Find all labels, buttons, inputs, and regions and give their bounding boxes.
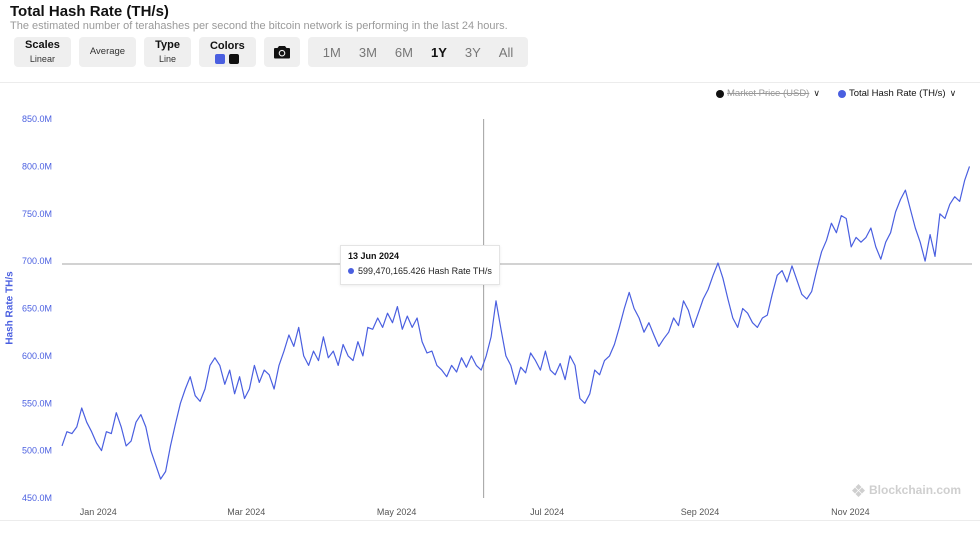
type-value: Line [159, 54, 177, 64]
tooltip-row: 599,470,165.426 Hash Rate TH/s [348, 266, 492, 276]
watermark-text: Blockchain.com [869, 483, 962, 497]
scales-button[interactable]: Scales Linear [14, 37, 71, 67]
scales-label: Scales [25, 39, 60, 51]
range-selector: 1M 3M 6M 1Y 3Y All [307, 37, 529, 67]
header-divider [0, 82, 980, 83]
legend-dot-hash-rate [837, 89, 846, 98]
page-subtitle: The estimated number of terahashes per s… [10, 20, 508, 32]
legend-item-hash-rate[interactable]: Total Hash Rate (TH/s) ∨ [837, 88, 957, 99]
x-tick-label: May 2024 [377, 507, 417, 517]
legend-label-hash-rate: Total Hash Rate (TH/s) [848, 88, 946, 99]
average-button[interactable]: Average [78, 37, 137, 67]
tooltip-series-dot [348, 268, 354, 274]
page-title: Total Hash Rate (TH/s) [10, 3, 169, 20]
chevron-down-icon[interactable]: ∨ [949, 88, 957, 98]
average-label: Average [89, 46, 126, 57]
type-button[interactable]: Type Line [144, 37, 191, 67]
legend-label-market-price: Market Price (USD) [727, 88, 810, 99]
y-tick-label: 800.0M [22, 161, 52, 171]
chevron-down-icon[interactable]: ∨ [813, 88, 820, 98]
color-swatches [215, 54, 240, 64]
type-label: Type [155, 39, 180, 51]
colors-button[interactable]: Colors [198, 37, 256, 67]
range-button-1m[interactable]: 1M [322, 44, 341, 60]
legend-dot-market-price [716, 89, 724, 98]
blockchain-logo-icon [852, 483, 865, 497]
y-tick-label: 650.0M [22, 304, 52, 314]
x-tick-label: Sep 2024 [681, 507, 720, 517]
range-button-1y[interactable]: 1Y [430, 44, 447, 60]
series-line-hash-rate[interactable] [61, 166, 971, 480]
colors-label: Colors [209, 40, 245, 52]
y-tick-label: 600.0M [22, 351, 52, 361]
y-tick-label: 750.0M [22, 209, 52, 219]
tooltip-date: 13 Jun 2024 [348, 251, 400, 261]
screenshot-button[interactable] [263, 37, 300, 67]
chart-tooltip: 13 Jun 2024 599,470,165.426 Hash Rate TH… [340, 245, 500, 285]
x-tick-label: Jul 2024 [530, 507, 564, 517]
toolbar: Scales Linear Average Type Line Colors 1… [14, 37, 529, 67]
x-tick-label: Mar 2024 [227, 507, 265, 517]
footer-divider [0, 520, 980, 521]
x-tick-label: Jan 2024 [80, 507, 117, 517]
y-tick-label: 700.0M [22, 256, 52, 266]
range-button-3m[interactable]: 3M [358, 44, 377, 60]
camera-icon [273, 46, 290, 59]
scales-value: Linear [29, 54, 55, 64]
range-button-3y[interactable]: 3Y [464, 44, 481, 60]
range-button-6m[interactable]: 6M [394, 44, 413, 60]
color-swatch-blue[interactable] [215, 54, 226, 64]
blockchain-watermark: Blockchain.com [852, 483, 961, 497]
tooltip-value: 599,470,165.426 Hash Rate TH/s [358, 266, 492, 276]
y-tick-label: 550.0M [22, 398, 52, 408]
y-tick-label: 500.0M [22, 446, 52, 456]
color-swatch-black[interactable] [229, 54, 240, 64]
range-button-all[interactable]: All [498, 44, 514, 60]
y-tick-label: 850.0M [22, 114, 52, 124]
x-tick-label: Nov 2024 [831, 507, 870, 517]
y-tick-label: 450.0M [22, 493, 52, 503]
legend-item-market-price[interactable]: Market Price (USD) ∨ [716, 88, 820, 99]
legend: Market Price (USD) ∨ Total Hash Rate (TH… [716, 88, 956, 99]
